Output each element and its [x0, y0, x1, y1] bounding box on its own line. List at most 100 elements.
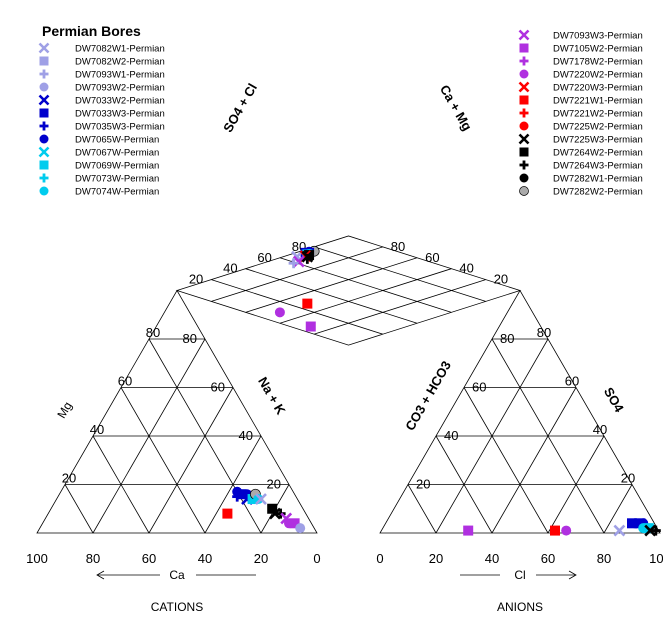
so4-tick-label: 80: [537, 325, 551, 340]
cation-point: [232, 491, 243, 502]
so4cl-tick-label: 20: [189, 272, 203, 287]
legend-entry-label: DW7225W2-Permian: [553, 122, 643, 133]
mg-tick-label: 80: [146, 325, 160, 340]
legend-entry-label: DW7225W3-Permian: [553, 135, 643, 146]
legend-marker: [39, 186, 49, 196]
nak-tick-label: 20: [267, 477, 281, 492]
cation-gridline: [204, 435, 262, 534]
co3-hco3-axis-label: CO3 + HCO3: [402, 358, 454, 433]
ca-arrowhead: [96, 570, 105, 580]
mg-axis-label: Mg: [54, 399, 74, 420]
diamond-gridline: [245, 257, 418, 313]
marker-stroke: [38, 42, 50, 54]
legend-marker: [519, 173, 529, 183]
marker-stroke: [269, 507, 281, 520]
anion-point: [650, 525, 661, 536]
marker-stroke: [644, 524, 657, 537]
legend-marker: [519, 186, 529, 196]
cl-axis-label: Cl: [514, 568, 525, 582]
anion-gridline: [407, 484, 437, 534]
ca-axis-label: Ca: [169, 568, 185, 582]
legend-marker: [39, 160, 49, 170]
diamond-gridline: [314, 246, 486, 302]
ca-tick-label: 60: [142, 551, 156, 566]
legend-marker: [519, 69, 529, 79]
diamond-point: [302, 253, 313, 264]
legend: Permian Bores DW7082W1-Permian DW7082W2-Pe…: [38, 23, 643, 198]
anion-point: [463, 525, 474, 536]
legend-entry-label: DW7067W-Permian: [75, 148, 159, 159]
legend-entry-label: DW7093W1-Permian: [75, 70, 165, 81]
diagram-grid: [36, 235, 661, 534]
anion-gridline: [603, 484, 633, 534]
nak-axis-label: Na + K: [255, 374, 289, 417]
legend-entry-label: DW7105W2-Permian: [553, 44, 643, 55]
marker-stroke: [255, 493, 267, 505]
camg-tick-label: 40: [459, 261, 473, 276]
diamond-point: [305, 321, 316, 332]
legend-entry-label: DW7093W2-Permian: [75, 83, 165, 94]
cation-gridline: [120, 387, 206, 534]
cl-tick-label: 80: [597, 551, 611, 566]
diamond-gridline: [211, 246, 383, 302]
legend-entry-label: DW7082W1-Permian: [75, 44, 165, 55]
legend-marker: [38, 94, 50, 106]
cl-arrowhead: [568, 570, 577, 580]
camg-tick-label: 80: [391, 239, 405, 254]
legend-marker: [39, 56, 49, 66]
cation-point: [267, 503, 278, 514]
legend-entry-label: DW7220W3-Permian: [553, 83, 643, 94]
legend-marker: [39, 108, 49, 118]
legend-entry-label: DW7093W3-Permian: [553, 31, 643, 42]
legend-entry-label: DW7069W-Permian: [75, 161, 159, 172]
legend-marker: [519, 121, 529, 131]
legend-marker: [518, 81, 530, 93]
co3-tick-label: 60: [472, 380, 486, 395]
legend-entry-label: DW7082W2-Permian: [75, 57, 165, 68]
diamond-gridline: [245, 268, 418, 324]
anion-gridline: [435, 435, 493, 534]
legend-entry-label: DW7264W2-Permian: [553, 148, 643, 159]
mg-tick-label: 60: [118, 374, 132, 389]
cation-point: [295, 523, 306, 534]
legend-entry-label: DW7035W3-Permian: [75, 122, 165, 133]
cation-point: [269, 507, 281, 520]
ca-tick-label: 20: [254, 551, 268, 566]
marker-stroke: [518, 29, 530, 41]
legend-marker: [39, 69, 49, 79]
legend-marker: [519, 147, 529, 157]
co3-tick-label: 20: [416, 477, 430, 492]
anion-point: [644, 524, 657, 537]
ca-tick-label: 0: [313, 551, 320, 566]
cation-point: [253, 494, 264, 505]
anion-point: [550, 525, 560, 536]
so4-cl-axis-label: SO4 + Cl: [220, 81, 260, 135]
so4-tick-label: 40: [593, 422, 607, 437]
cation-point: [275, 508, 286, 519]
mg-tick-label: 40: [90, 422, 104, 437]
legend-marker: [519, 160, 529, 170]
anion-gridline: [463, 387, 549, 534]
cl-tick-label: 20: [429, 551, 443, 566]
marker-stroke: [518, 133, 530, 145]
diamond-point: [302, 298, 313, 309]
cl-tick-label: 60: [541, 551, 555, 566]
legend-marker: [39, 121, 49, 131]
legend-entry-label: DW7282W2-Permian: [553, 187, 643, 198]
tick-labels: 100 80 60 40 20 0 0 20 40 60 80 100 20 40 60 80 20 40 60 80…: [26, 239, 663, 566]
legend-title: Permian Bores: [42, 23, 141, 39]
cation-point: [289, 518, 300, 529]
legend-entry-label: DW7033W2-Permian: [75, 96, 165, 107]
legend-entry-label: DW7221W2-Permian: [553, 109, 643, 120]
marker-stroke: [613, 524, 626, 537]
legend-entry-label: DW7074W-Permian: [75, 187, 159, 198]
cation-triangle-outline: [36, 289, 318, 534]
so4cl-tick-label: 60: [257, 250, 271, 265]
co3-tick-label: 40: [444, 428, 458, 443]
diamond-point: [292, 255, 305, 268]
cation-point: [255, 493, 267, 505]
legend-marker: [39, 134, 49, 144]
anion-point: [561, 525, 572, 536]
legend-entry-label: DW7220W2-Permian: [553, 70, 643, 81]
